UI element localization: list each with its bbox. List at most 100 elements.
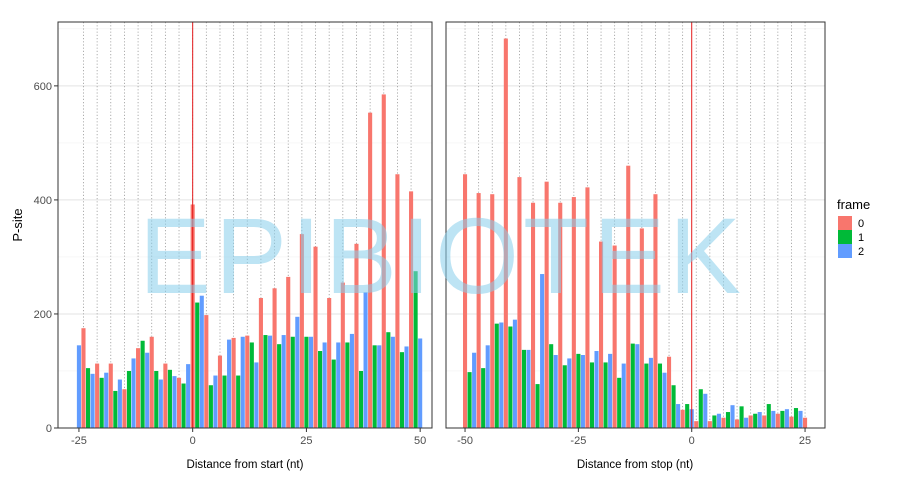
- bar-frame-2: [199, 295, 204, 428]
- bar-frame-0: [789, 416, 794, 428]
- bar-frame-1: [154, 370, 159, 428]
- bar-frame-1: [372, 345, 377, 428]
- bar-frame-2: [390, 336, 395, 428]
- panel-border: [445, 21, 826, 429]
- bar-frame-0: [585, 187, 590, 428]
- bar-frame-2: [418, 338, 423, 428]
- bar-frame-0: [368, 112, 373, 428]
- bar-frame-0: [95, 363, 100, 428]
- bar-frame-2: [744, 417, 749, 428]
- x-tick-label: 25: [799, 435, 811, 447]
- bar-frame-1: [126, 370, 132, 428]
- bar-frame-2: [363, 292, 368, 428]
- bar-frame-2: [254, 362, 259, 428]
- bar-frame-1: [99, 377, 104, 428]
- x-axis-label-start: Distance from start (nt): [187, 459, 304, 471]
- bar-frame-2: [90, 373, 95, 428]
- bar-frame-1: [630, 343, 635, 428]
- bar-frame-1: [413, 271, 418, 428]
- bar-frame-1: [549, 344, 554, 428]
- bar-frame-0: [707, 421, 712, 428]
- bar-frame-0: [599, 241, 604, 428]
- bar-frame-0: [503, 38, 508, 428]
- bar-frame-2: [404, 346, 409, 428]
- bar-frame-2: [771, 410, 776, 428]
- bar-frame-0: [217, 355, 223, 428]
- bar-frame-1: [739, 406, 744, 428]
- bar-frame-2: [594, 351, 599, 428]
- bar-frame-0: [803, 417, 808, 428]
- bar-frame-0: [136, 348, 141, 428]
- bar-frame-2: [281, 335, 286, 428]
- legend-label-2: 2: [858, 246, 864, 258]
- bar-frame-0: [149, 336, 154, 428]
- bar-frame-1: [399, 352, 405, 428]
- bar-frame-2: [131, 358, 136, 428]
- x-tick-label: 0: [689, 435, 695, 447]
- bar-frame-1: [753, 413, 758, 428]
- panel-border: [57, 21, 433, 429]
- bar-frame-1: [263, 335, 268, 428]
- bar-frame-1: [304, 336, 309, 428]
- bar-frame-1: [85, 368, 91, 428]
- bar-frame-2: [784, 409, 789, 428]
- bar-frame-2: [621, 363, 626, 428]
- bar-frame-0: [231, 337, 236, 428]
- bar-frame-2: [308, 336, 314, 428]
- watermark: EPIBIOTEK: [139, 195, 745, 316]
- bar-frame-1: [508, 326, 513, 428]
- bar-frame-2: [703, 393, 708, 428]
- bar-frame-1: [671, 385, 676, 428]
- x-tick-label: 25: [300, 435, 312, 447]
- bar-frame-2: [798, 410, 803, 428]
- bar-frame-1: [195, 302, 200, 428]
- x-tick-label: -25: [71, 435, 87, 447]
- bar-frame-1: [236, 375, 241, 428]
- bar-frame-1: [793, 408, 799, 428]
- bar-frame-2: [526, 349, 531, 428]
- bar-frame-1: [358, 370, 364, 428]
- bar-frame-2: [485, 345, 490, 428]
- bar-frame-2: [267, 335, 273, 428]
- bar-frame-1: [780, 410, 785, 428]
- bar-frame-1: [208, 385, 213, 428]
- bar-frame-0: [721, 417, 726, 428]
- bar-frame-0: [409, 191, 414, 428]
- bar-frame-1: [576, 353, 581, 428]
- bar-frame-0: [163, 363, 168, 428]
- bar-frame-1: [603, 362, 608, 428]
- bar-frame-1: [521, 349, 527, 428]
- bar-frame-2: [580, 355, 585, 428]
- bar-frame-1: [725, 412, 731, 428]
- bar-frame-1: [181, 383, 186, 428]
- bar-frame-0: [299, 234, 304, 428]
- bar-frame-2: [76, 345, 81, 428]
- bar-frame-0: [108, 363, 113, 428]
- bar-frame-0: [354, 243, 359, 428]
- bar-frame-2: [172, 376, 177, 428]
- bar-frame-2: [213, 375, 218, 428]
- x-tick-label: 50: [414, 435, 426, 447]
- panel-0: -25 0 25 50 0 200 400 600: [34, 21, 433, 447]
- bar-frame-2: [757, 412, 762, 428]
- bar-frame-0: [653, 194, 658, 428]
- bar-frame-0: [490, 194, 495, 428]
- bar-frame-2: [635, 344, 640, 428]
- bar-frame-1: [685, 404, 690, 428]
- bar-frame-2: [117, 379, 122, 428]
- bar-frame-2: [158, 379, 163, 428]
- y-tick-label: 400: [34, 195, 52, 207]
- bar-frame-1: [467, 372, 472, 428]
- bar-frame-0: [748, 415, 753, 428]
- bar-frame-2: [512, 319, 517, 428]
- legend-label-0: 0: [858, 218, 864, 230]
- bar-frame-0: [272, 288, 277, 428]
- bar-frame-0: [204, 315, 209, 428]
- bar-frame-1: [113, 390, 118, 428]
- bar-frame-1: [494, 323, 499, 428]
- bar-frame-0: [544, 181, 549, 428]
- bar-frame-0: [395, 174, 400, 428]
- bar-frame-0: [463, 174, 468, 428]
- bar-frame-0: [762, 415, 767, 428]
